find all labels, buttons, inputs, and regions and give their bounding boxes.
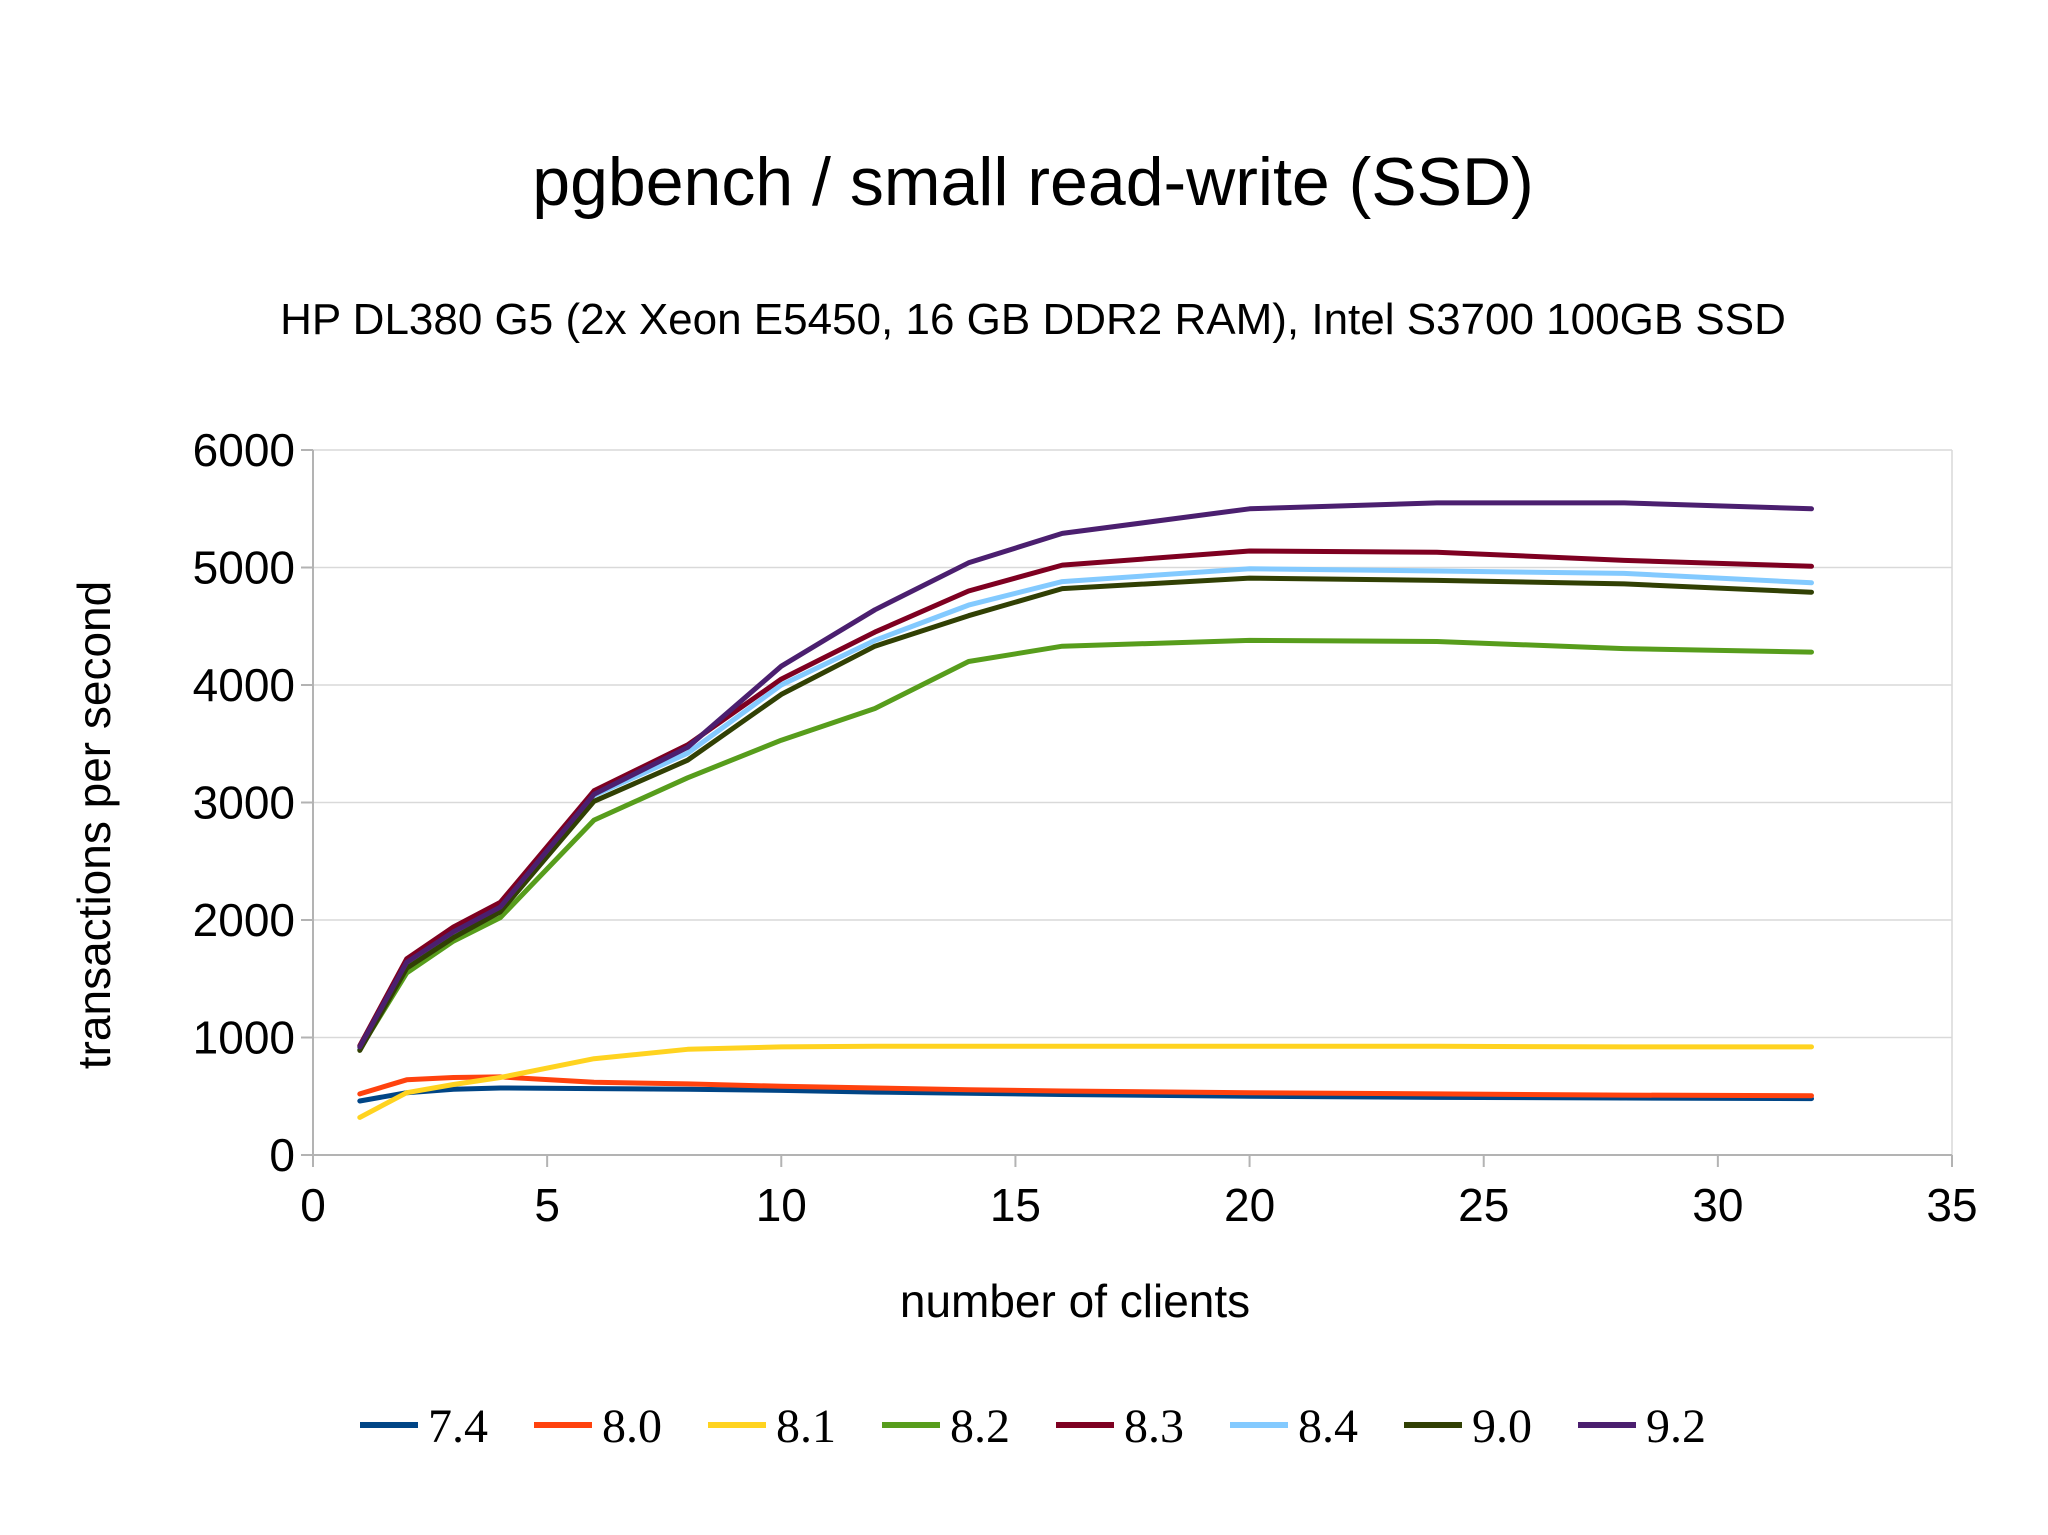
series-line-8-0 xyxy=(357,1074,1814,1099)
x-tick-label: 0 xyxy=(300,1179,326,1231)
chart-title: pgbench / small read-write (SSD) xyxy=(532,144,1533,220)
legend-label: 9.2 xyxy=(1646,1400,1706,1453)
series-line-8-2 xyxy=(357,637,1814,1052)
x-tick-label: 20 xyxy=(1224,1179,1275,1231)
legend-label: 8.3 xyxy=(1124,1400,1184,1453)
legend-label: 8.1 xyxy=(776,1400,836,1453)
y-axis-label: transactions per second xyxy=(68,581,120,1069)
legend: 7.4 8.0 8.1 8.2 8.3 8.4 9.0 9.2 xyxy=(360,1400,1706,1453)
series-line-8-1 xyxy=(357,1043,1814,1120)
y-tick-label: 0 xyxy=(269,1129,295,1181)
x-tick-label: 35 xyxy=(1926,1179,1977,1231)
legend-item-7-4: 7.4 xyxy=(360,1400,488,1453)
series-line-8-3 xyxy=(357,548,1814,1049)
axes xyxy=(301,449,1953,1167)
tick-labels: 0 1000 2000 3000 4000 5000 6000 0 5 10 15 20 25 30 35 xyxy=(193,424,1978,1231)
legend-label: 8.0 xyxy=(602,1400,662,1453)
y-tick-label: 2000 xyxy=(193,894,295,946)
legend-item-8-3: 8.3 xyxy=(1056,1400,1184,1453)
series-line-9-0 xyxy=(357,575,1814,1053)
y-tick-label: 6000 xyxy=(193,424,295,476)
series-line-9-2 xyxy=(357,500,1814,1050)
series-line-7-4 xyxy=(357,1085,1814,1104)
legend-item-9-2: 9.2 xyxy=(1578,1400,1706,1453)
x-tick-label: 10 xyxy=(756,1179,807,1231)
series-lines xyxy=(357,500,1814,1120)
y-tick-label: 5000 xyxy=(193,542,295,594)
legend-item-9-0: 9.0 xyxy=(1404,1400,1532,1453)
x-tick-label: 25 xyxy=(1458,1179,1509,1231)
y-tick-label: 4000 xyxy=(193,659,295,711)
x-axis-label: number of clients xyxy=(900,1275,1250,1327)
legend-label: 8.4 xyxy=(1298,1400,1358,1453)
legend-item-8-0: 8.0 xyxy=(534,1400,662,1453)
x-tick-label: 5 xyxy=(534,1179,560,1231)
y-tick-label: 1000 xyxy=(193,1012,295,1064)
legend-label: 7.4 xyxy=(428,1400,488,1453)
legend-item-8-2: 8.2 xyxy=(882,1400,1010,1453)
chart-subtitle: HP DL380 G5 (2x Xeon E5450, 16 GB DDR2 R… xyxy=(280,295,1786,344)
y-tick-label: 3000 xyxy=(193,777,295,829)
legend-item-8-1: 8.1 xyxy=(708,1400,836,1453)
x-tick-label: 30 xyxy=(1692,1179,1743,1231)
x-tick-label: 15 xyxy=(990,1179,1041,1231)
legend-label: 9.0 xyxy=(1472,1400,1532,1453)
legend-item-8-4: 8.4 xyxy=(1230,1400,1358,1453)
legend-label: 8.2 xyxy=(950,1400,1010,1453)
